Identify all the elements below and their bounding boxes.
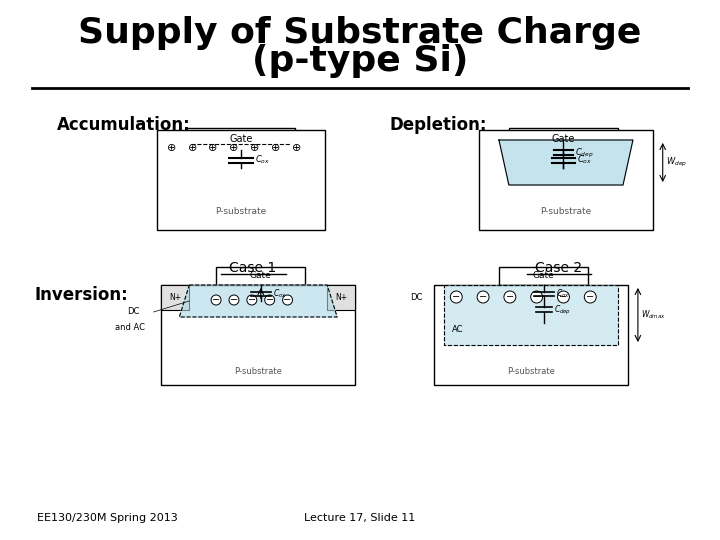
Bar — [499, 267, 588, 285]
Bar — [156, 130, 325, 230]
Text: P-substrate: P-substrate — [508, 367, 555, 375]
Text: $C_{ox}$: $C_{ox}$ — [273, 288, 287, 300]
Text: −: − — [586, 292, 594, 302]
Text: ⊕: ⊕ — [292, 143, 301, 153]
Text: P-substrate: P-substrate — [540, 207, 592, 217]
Circle shape — [265, 295, 274, 305]
Text: and AC: and AC — [114, 322, 145, 332]
Circle shape — [282, 295, 292, 305]
Bar — [161, 285, 355, 385]
Text: Inversion:: Inversion: — [35, 286, 128, 304]
Text: $C_{dep}$: $C_{dep}$ — [575, 146, 594, 159]
Text: N+: N+ — [169, 294, 181, 302]
Text: Gate: Gate — [229, 134, 253, 144]
Text: Depletion:: Depletion: — [390, 116, 487, 134]
Bar — [161, 285, 189, 310]
Bar — [479, 130, 653, 230]
Circle shape — [477, 291, 489, 303]
Text: −: − — [284, 295, 292, 305]
Text: ⊕: ⊕ — [229, 143, 238, 153]
Polygon shape — [179, 285, 337, 317]
Circle shape — [229, 295, 239, 305]
Text: $C_{ox}$: $C_{ox}$ — [556, 288, 570, 300]
Text: DC: DC — [127, 307, 140, 316]
Text: Case 2: Case 2 — [535, 261, 582, 275]
Polygon shape — [499, 140, 633, 185]
Text: P-substrate: P-substrate — [234, 367, 282, 375]
Circle shape — [557, 291, 570, 303]
Text: ⊕: ⊕ — [208, 143, 217, 153]
Text: ⊕: ⊕ — [188, 143, 197, 153]
Polygon shape — [444, 285, 618, 345]
Text: Accumulation:: Accumulation: — [58, 116, 191, 134]
Text: −: − — [479, 292, 487, 302]
Bar — [509, 128, 618, 150]
Text: AC: AC — [452, 326, 464, 334]
Text: −: − — [452, 292, 460, 302]
Text: Lecture 17, Slide 11: Lecture 17, Slide 11 — [305, 513, 415, 523]
Text: −: − — [559, 292, 567, 302]
Bar — [186, 128, 295, 150]
Text: −: − — [506, 292, 514, 302]
Circle shape — [247, 295, 257, 305]
Text: −: − — [230, 295, 238, 305]
Text: N+: N+ — [335, 294, 347, 302]
Text: P-substrate: P-substrate — [215, 207, 266, 217]
Text: ⊕: ⊕ — [167, 143, 176, 153]
Text: $C_{dep}$: $C_{dep}$ — [554, 303, 571, 316]
Text: ⊕: ⊕ — [271, 143, 280, 153]
Circle shape — [531, 291, 543, 303]
Circle shape — [585, 291, 596, 303]
Bar — [434, 285, 628, 385]
Text: $C_{ox}$: $C_{ox}$ — [577, 154, 593, 166]
Text: ⊕: ⊕ — [250, 143, 259, 153]
Text: DC: DC — [410, 293, 423, 301]
Text: $W_{dep}$: $W_{dep}$ — [666, 156, 687, 169]
Text: −: − — [248, 295, 256, 305]
Text: EE130/230M Spring 2013: EE130/230M Spring 2013 — [37, 513, 178, 523]
Text: Gate: Gate — [552, 134, 575, 144]
Text: −: − — [212, 295, 220, 305]
Text: $W_{dmax}$: $W_{dmax}$ — [641, 309, 665, 321]
Circle shape — [450, 291, 462, 303]
Circle shape — [504, 291, 516, 303]
Bar — [328, 285, 355, 310]
Text: Gate: Gate — [533, 272, 554, 280]
Text: Supply of Substrate Charge: Supply of Substrate Charge — [78, 16, 642, 50]
Text: −: − — [533, 292, 541, 302]
Text: Gate: Gate — [250, 272, 271, 280]
Bar — [216, 267, 305, 285]
Text: (p-type Si): (p-type Si) — [252, 44, 468, 78]
Text: Case 1: Case 1 — [229, 261, 276, 275]
Text: $C_{ox}$: $C_{ox}$ — [255, 154, 270, 166]
Circle shape — [211, 295, 221, 305]
Text: −: − — [266, 295, 274, 305]
